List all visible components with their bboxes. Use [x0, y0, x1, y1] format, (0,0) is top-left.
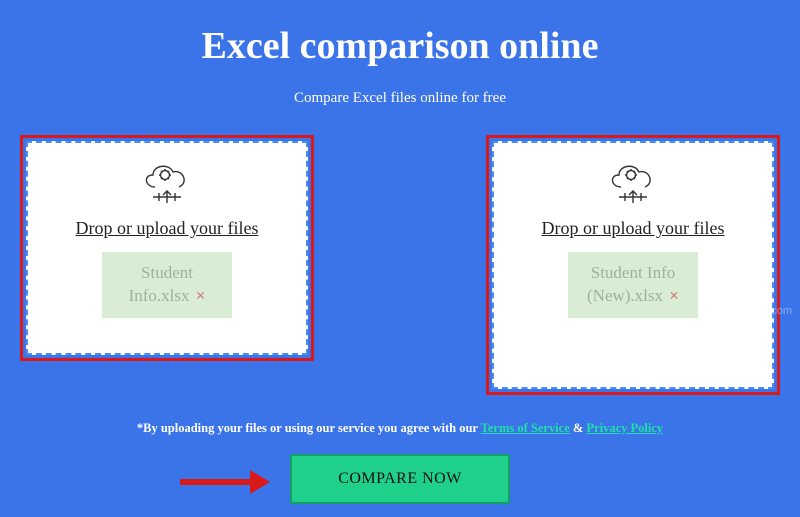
- compare-now-button[interactable]: COMPARE NOW: [290, 454, 510, 504]
- disclaimer-amp: &: [570, 421, 587, 435]
- drop-zone-right[interactable]: Drop or upload your files Student Info (…: [492, 141, 774, 389]
- annotation-arrow-icon: [180, 470, 270, 494]
- file-name-right: Student Info (New).xlsx: [587, 263, 675, 305]
- drop-zone-row: Drop or upload your files Student Info.x…: [0, 135, 800, 395]
- drop-zone-left-wrapper: Drop or upload your files Student Info.x…: [20, 135, 314, 395]
- watermark-text: wsxdn.com: [737, 305, 792, 317]
- highlight-box-left: Drop or upload your files Student Info.x…: [20, 135, 314, 361]
- drop-zone-label: Drop or upload your files: [504, 216, 762, 240]
- terms-of-service-link[interactable]: Terms of Service: [481, 421, 570, 435]
- compare-button-row: COMPARE NOW: [0, 454, 800, 504]
- cloud-upload-gear-icon: [137, 157, 197, 210]
- remove-file-icon[interactable]: ×: [196, 286, 206, 305]
- highlight-box-right: Drop or upload your files Student Info (…: [486, 135, 780, 395]
- cloud-upload-gear-icon: [603, 157, 663, 210]
- page-title: Excel comparison online: [0, 0, 800, 68]
- remove-file-icon[interactable]: ×: [669, 286, 679, 305]
- drop-zone-label: Drop or upload your files: [38, 216, 296, 240]
- file-name-left: Student Info.xlsx: [129, 263, 193, 305]
- page-subtitle: Compare Excel files online for free: [0, 90, 800, 107]
- file-chip-left[interactable]: Student Info.xlsx ×: [102, 252, 232, 318]
- file-chip-right[interactable]: Student Info (New).xlsx ×: [568, 252, 698, 318]
- drop-zone-left[interactable]: Drop or upload your files Student Info.x…: [26, 141, 308, 355]
- drop-zone-right-wrapper: Drop or upload your files Student Info (…: [486, 135, 780, 395]
- disclaimer-prefix: *By uploading your files or using our se…: [137, 421, 481, 435]
- upload-disclaimer: *By uploading your files or using our se…: [0, 421, 800, 436]
- privacy-policy-link[interactable]: Privacy Policy: [586, 421, 663, 435]
